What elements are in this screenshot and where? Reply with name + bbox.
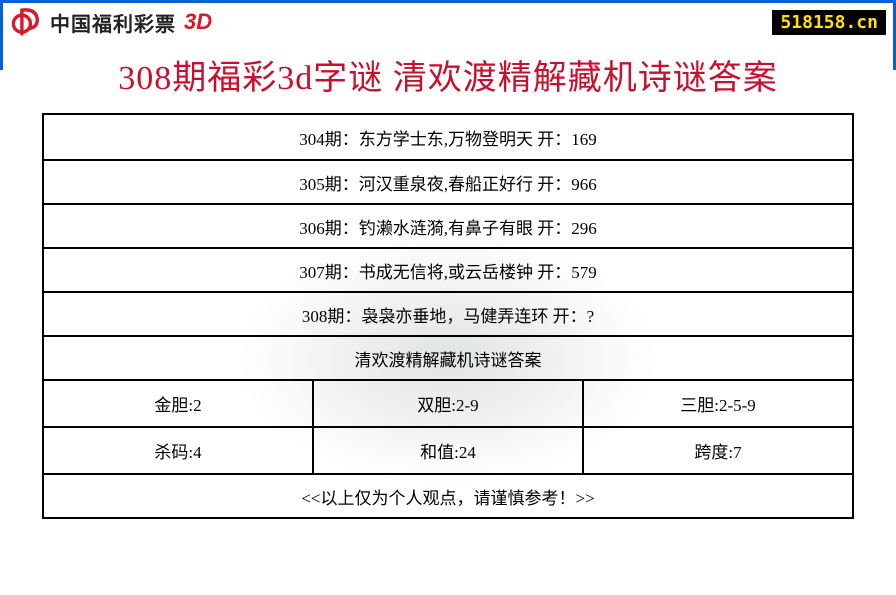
table-row: 305期：河汉重泉夜,春船正好行 开：966 [44, 159, 852, 203]
table-row: 307期：书成无信将,或云岳楼钟 开：579 [44, 247, 852, 291]
brand-3d-icon: 3D [184, 9, 212, 35]
brand-text: 中国福利彩票 [50, 8, 176, 37]
lottery-logo-icon [10, 5, 44, 39]
table-row: 308期：袅袅亦垂地，马健弄连环 开：? [44, 291, 852, 335]
url-badge: 518158.cn [772, 10, 886, 35]
table-row: 306期：钓濑水涟漪,有鼻子有眼 开：296 [44, 203, 852, 247]
table-grid-row: 金胆:2 双胆:2-9 三胆:2-5-9 [44, 379, 852, 426]
brand: 中国福利彩票 3D [10, 5, 212, 39]
header-bar: 中国福利彩票 3D 518158.cn [0, 0, 896, 38]
page-title: 308期福彩3d字谜 清欢渡精解藏机诗谜答案 [0, 38, 896, 113]
table-grid-row: 杀码:4 和值:24 跨度:7 [44, 426, 852, 473]
cell-jindan: 金胆:2 [44, 381, 312, 426]
cell-shuangdan: 双胆:2-9 [312, 381, 582, 426]
table-row: 304期：东方学士东,万物登明天 开：169 [44, 115, 852, 159]
riddle-table: 304期：东方学士东,万物登明天 开：169 305期：河汉重泉夜,春船正好行 … [42, 113, 854, 519]
cell-sandan: 三胆:2-5-9 [582, 381, 852, 426]
table-footer-row: <<以上仅为个人观点，请谨慎参考！>> [44, 473, 852, 517]
cell-kuadu: 跨度:7 [582, 428, 852, 473]
table-subtitle-row: 清欢渡精解藏机诗谜答案 [44, 335, 852, 379]
cell-shama: 杀码:4 [44, 428, 312, 473]
cell-hezhi: 和值:24 [312, 428, 582, 473]
